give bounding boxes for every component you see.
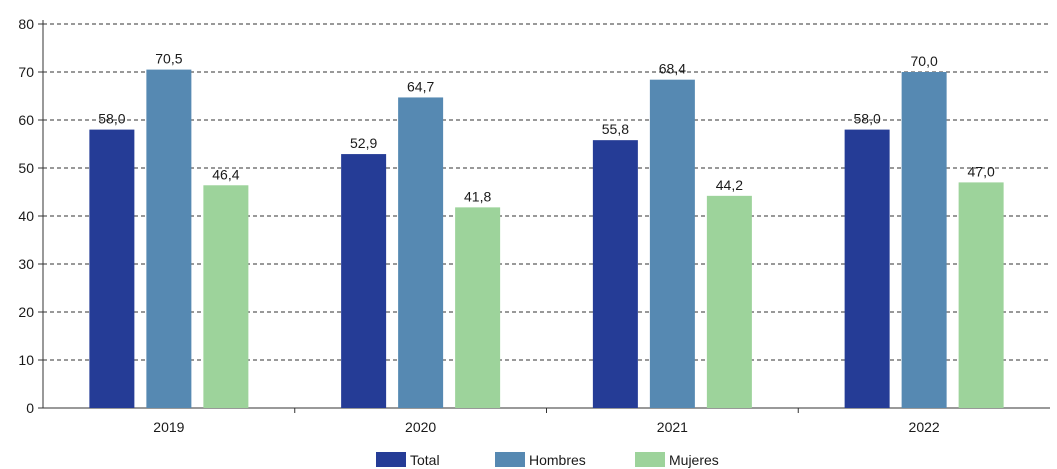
x-tick-label: 2022: [909, 419, 940, 435]
data-label: 58,0: [854, 111, 881, 127]
bar-mujeres-2021: [706, 195, 752, 408]
bar-total-2022: [844, 129, 890, 408]
y-tick-label: 70: [18, 64, 34, 80]
bar-mujeres-2020: [455, 207, 501, 408]
data-label: 46,4: [212, 166, 239, 182]
legend: Total Hombres Mujeres: [376, 452, 719, 468]
x-tick-label: 2019: [153, 419, 184, 435]
data-label: 58,0: [98, 111, 125, 127]
x-axis: 2019 2020 2021 2022: [43, 407, 1050, 435]
y-tick-label: 40: [18, 208, 34, 224]
legend-swatch-hombres: [495, 452, 525, 467]
legend-label-hombres: Hombres: [529, 452, 586, 468]
gridlines: [43, 23, 1050, 361]
legend-swatch-mujeres: [635, 452, 665, 467]
bar-mujeres-2019: [203, 185, 249, 408]
y-tick-label: 0: [26, 400, 34, 416]
bar-total-2021: [592, 140, 638, 408]
bar-hombres-2021: [649, 79, 695, 409]
y-tick-label: 30: [18, 256, 34, 272]
x-tick-label: 2020: [405, 419, 436, 435]
y-tick-label: 80: [18, 16, 34, 32]
legend-label-mujeres: Mujeres: [669, 452, 719, 468]
x-tick-label: 2021: [657, 419, 688, 435]
y-tick-label: 50: [18, 160, 34, 176]
bar-hombres-2022: [901, 72, 947, 408]
bar-total-2019: [89, 129, 135, 408]
data-labels: 58,0 70,5 46,4 52,9 64,7 41,8 55,8 68,4 44,2 58,0…: [98, 51, 995, 205]
bar-hombres-2019: [146, 69, 192, 408]
data-label: 47,0: [968, 163, 995, 179]
bars: [89, 69, 1004, 409]
legend-label-total: Total: [410, 452, 440, 468]
data-label: 70,5: [155, 51, 182, 67]
data-label: 70,0: [911, 53, 938, 69]
data-label: 41,8: [464, 188, 491, 204]
bar-total-2020: [341, 154, 387, 408]
bar-hombres-2020: [398, 97, 444, 408]
legend-swatch-total: [376, 452, 406, 467]
y-tick-label: 20: [18, 304, 34, 320]
data-label: 44,2: [716, 177, 743, 193]
y-tick-label: 10: [18, 352, 34, 368]
y-tick-label: 60: [18, 112, 34, 128]
data-label: 55,8: [602, 121, 629, 137]
data-label: 64,7: [407, 78, 434, 94]
y-axis: 0 10 20 30 40 50 60 70 80: [18, 16, 44, 416]
data-label: 52,9: [350, 135, 377, 151]
bar-mujeres-2022: [958, 182, 1004, 408]
data-label: 68,4: [659, 61, 686, 77]
